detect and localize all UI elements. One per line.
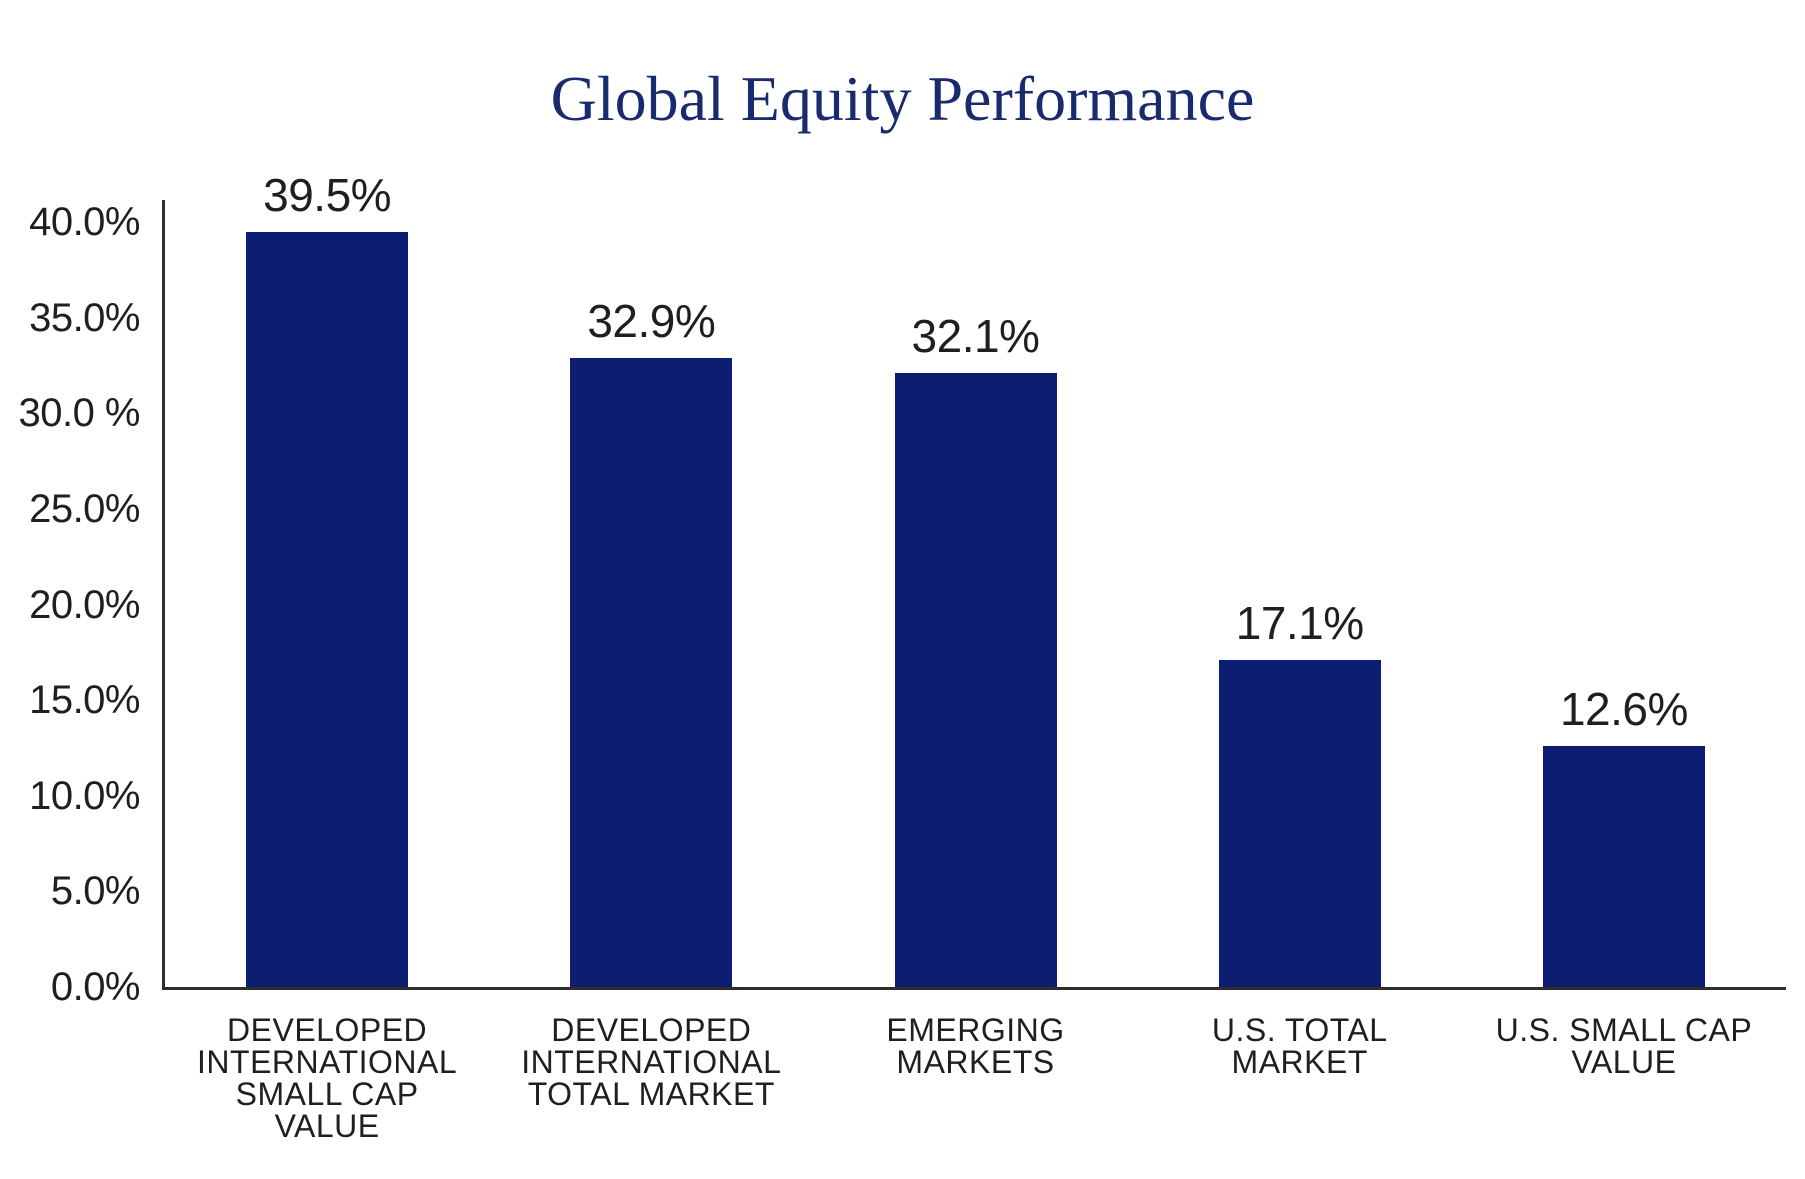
bar-group: 12.6%: [1462, 222, 1786, 987]
y-axis-tick: 15.0%: [29, 678, 140, 722]
y-axis-tick: 5.0%: [50, 869, 141, 913]
y-axis-tick: 0.0%: [50, 965, 141, 1009]
bar-value-label: 17.1%: [1235, 597, 1364, 649]
bar-value-label: 39.5%: [263, 169, 392, 221]
bar: [1218, 660, 1381, 987]
x-axis-label: U.S. TOTAL MARKET: [1211, 1012, 1388, 1080]
x-axis-labels: DEVELOPED INTERNATIONAL SMALL CAP VALUE …: [165, 1014, 1786, 1142]
x-axis-label: EMERGING MARKETS: [886, 1012, 1065, 1080]
bar: [1542, 746, 1705, 987]
y-axis-tick: 20.0%: [29, 583, 140, 627]
chart-title: Global Equity Performance: [550, 63, 1255, 134]
y-axis-tick: 10.0%: [29, 774, 140, 818]
bar-value-label: 32.1%: [911, 310, 1040, 362]
plot-area: 39.5% 32.9% 32.1% 17.1% 12.6%: [165, 172, 1786, 987]
bar-group: 17.1%: [1138, 222, 1462, 987]
x-axis-label: DEVELOPED INTERNATIONAL TOTAL MARKET: [521, 1012, 782, 1112]
y-axis-tick: 40.0%: [29, 200, 140, 244]
bar-group: 32.1%: [813, 222, 1137, 987]
y-axis-tick: 25.0%: [29, 487, 140, 531]
x-axis-line: [162, 987, 1786, 990]
x-axis-label: DEVELOPED INTERNATIONAL SMALL CAP VALUE: [197, 1012, 458, 1144]
bar-group: 39.5%: [165, 172, 489, 987]
bar: [894, 373, 1057, 987]
bar-value-label: 12.6%: [1559, 683, 1688, 735]
bar: [570, 358, 733, 987]
bar-value-label: 32.9%: [587, 295, 716, 347]
bar: [246, 232, 409, 987]
y-axis-line: [162, 200, 165, 990]
y-axis-tick: 35.0%: [29, 296, 140, 340]
bar-group: 32.9%: [489, 222, 813, 987]
x-axis-label: U.S. SMALL CAP VALUE: [1495, 1012, 1753, 1080]
y-axis-tick: 30.0 %: [18, 391, 140, 435]
